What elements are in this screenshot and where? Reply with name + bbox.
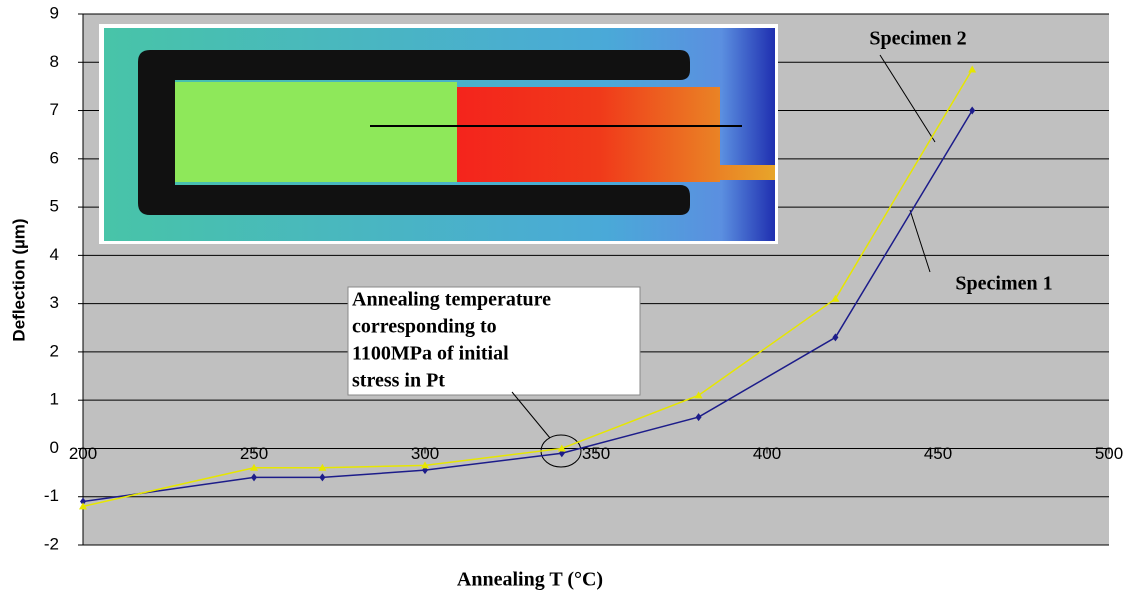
data-point — [319, 473, 326, 482]
y-tick-label: -2 — [44, 534, 59, 553]
data-point — [695, 413, 702, 422]
x-tick-label: 250 — [240, 444, 268, 463]
data-point — [557, 444, 566, 452]
data-point — [831, 294, 840, 302]
x-tick-label: 450 — [924, 444, 952, 463]
y-tick-label: 2 — [50, 341, 59, 360]
y-tick-label: 7 — [50, 100, 59, 119]
data-point — [832, 333, 839, 342]
annotation-text: 1100MPa of initial — [352, 343, 509, 365]
data-point — [318, 463, 327, 471]
y-tick-label: -1 — [44, 486, 59, 505]
inset-image — [99, 24, 778, 244]
data-point — [79, 502, 87, 510]
data-point — [968, 65, 977, 73]
data-layer — [79, 65, 977, 510]
callout-line — [511, 391, 551, 439]
x-tick-label: 200 — [69, 444, 97, 463]
annotation-text: Annealing temperature — [352, 289, 551, 311]
data-point — [694, 391, 703, 399]
annotation-box — [347, 286, 641, 396]
data-point — [251, 473, 257, 482]
callout-line — [909, 209, 931, 273]
y-tick-label: 9 — [50, 3, 59, 22]
series-label: Specimen 1 — [955, 273, 1052, 295]
annotation-text: corresponding to — [352, 316, 497, 338]
data-point — [421, 461, 429, 469]
y-tick-label: 0 — [50, 438, 59, 457]
y-tick-label: 1 — [50, 390, 59, 409]
y-tick-label: 5 — [50, 197, 59, 216]
y-tick-label: 8 — [50, 52, 59, 71]
y-axis-title: Deflection (µm) — [9, 218, 28, 341]
y-tick-label: 4 — [50, 245, 59, 264]
callout-line — [879, 54, 936, 143]
x-tick-label: 350 — [582, 444, 610, 463]
data-point — [969, 106, 976, 115]
y-tick-label: 6 — [50, 148, 59, 167]
x-axis-title: Annealing T (°C) — [457, 569, 603, 591]
series-line — [82, 110, 973, 503]
x-tick-label: 400 — [753, 444, 781, 463]
series-label: Specimen 2 — [869, 28, 966, 50]
series-line — [82, 69, 973, 508]
annotation-text: stress in Pt — [352, 370, 445, 392]
x-tick-label: 300 — [411, 444, 439, 463]
x-tick-label: 500 — [1095, 444, 1123, 463]
data-point — [250, 463, 258, 471]
data-point — [80, 497, 86, 506]
y-tick-label: 3 — [50, 293, 59, 312]
